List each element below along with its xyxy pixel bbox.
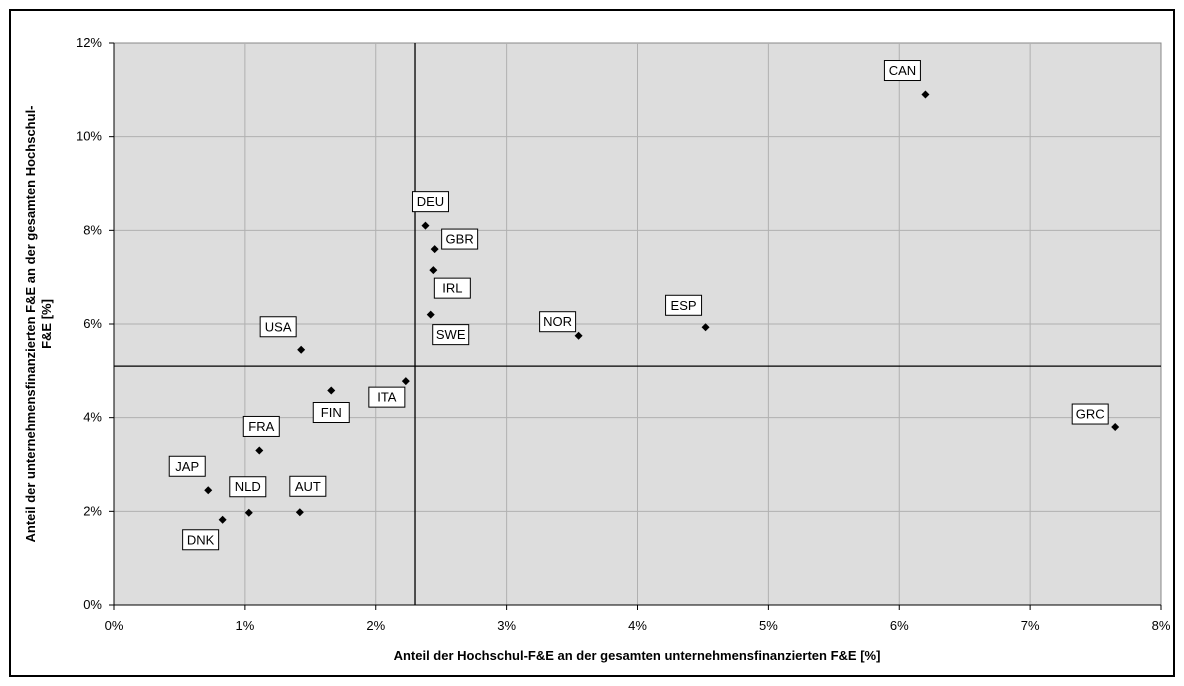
point-label-box [182, 529, 220, 551]
x-tick-label: 5% [759, 618, 778, 633]
reference-lines [114, 43, 1161, 605]
y-tick-label: 4% [83, 410, 102, 425]
data-point-dnk [218, 515, 227, 524]
x-tick-label: 3% [497, 618, 516, 633]
point-label-box [441, 228, 479, 250]
point-labels: CAN DEU GBR IRL SWE NOR ESP USA FIN ITA GRC FRA JAP N… [168, 60, 1109, 551]
point-label-box [665, 294, 703, 316]
y-tick-label: 8% [83, 222, 102, 237]
data-point-fin [327, 386, 336, 395]
point-label-jap: JAP [175, 459, 199, 474]
point-label-nld: NLD [235, 479, 261, 494]
y-axis-title-line1: Anteil der unternehmensfinanzierten F&E … [23, 105, 38, 542]
point-label-box [411, 191, 449, 213]
point-label-box [433, 277, 471, 299]
point-label-box [539, 311, 577, 333]
point-label-box [229, 476, 267, 498]
y-tick-label: 6% [83, 316, 102, 331]
point-label-ita: ITA [377, 390, 397, 405]
point-label-can: CAN [889, 63, 916, 78]
point-label-box [168, 455, 206, 477]
point-label-box [242, 415, 280, 437]
point-label-deu: DEU [417, 194, 444, 209]
point-label-box [1071, 403, 1109, 425]
x-tick-label: 6% [890, 618, 909, 633]
data-point-usa [297, 345, 306, 354]
x-tick-label: 0% [105, 618, 124, 633]
data-point-ita [401, 377, 410, 386]
point-label-box [368, 386, 406, 408]
point-label-aut: AUT [295, 479, 321, 494]
data-point-aut [295, 508, 304, 517]
data-point-nor [574, 331, 583, 340]
x-tick-label: 2% [366, 618, 385, 633]
scatter-chart: 0% 1% 2% 3% 4% 5% 6% 7% 8% 0% 2% 4% 6% 8% 10% 12% CAN DE… [23, 35, 1171, 663]
point-label-box [883, 60, 921, 82]
data-point-gbr [430, 245, 439, 254]
y-tick-label: 10% [76, 129, 102, 144]
data-point-deu [421, 221, 430, 230]
data-point-irl [429, 266, 438, 275]
y-tick-label: 0% [83, 597, 102, 612]
y-tick-label: 12% [76, 35, 102, 50]
point-label-box [259, 316, 297, 338]
point-label-fin: FIN [321, 405, 342, 420]
x-tick-label: 4% [628, 618, 647, 633]
x-axis-title: Anteil der Hochschul-F&E an der gesamten… [394, 648, 881, 663]
x-tick-label: 7% [1021, 618, 1040, 633]
y-axis-title-line2: F&E [%] [39, 299, 54, 349]
data-point-esp [701, 323, 710, 332]
point-label-usa: USA [265, 319, 292, 334]
point-label-nor: NOR [543, 314, 572, 329]
x-tick-label: 8% [1152, 618, 1171, 633]
point-label-grc: GRC [1076, 407, 1105, 422]
data-point-nld [244, 508, 253, 517]
axes: 0% 1% 2% 3% 4% 5% 6% 7% 8% 0% 2% 4% 6% 8% 10% 12% [76, 35, 1171, 633]
point-label-swe: SWE [436, 327, 466, 342]
data-point-jap [204, 486, 213, 495]
chart-frame: 0% 1% 2% 3% 4% 5% 6% 7% 8% 0% 2% 4% 6% 8% 10% 12% CAN DE… [9, 9, 1175, 677]
point-label-irl: IRL [442, 281, 462, 296]
x-tick-label: 1% [235, 618, 254, 633]
y-axis-title-group: Anteil der unternehmensfinanzierten F&E … [23, 105, 54, 542]
data-point-can [921, 90, 930, 99]
point-label-esp: ESP [671, 298, 697, 313]
point-label-dnk: DNK [187, 532, 215, 547]
data-points [204, 90, 1120, 524]
point-label-gbr: GBR [446, 232, 474, 247]
data-point-swe [426, 310, 435, 319]
point-label-fra: FRA [248, 419, 274, 434]
data-point-grc [1111, 423, 1120, 432]
point-label-box [312, 402, 350, 424]
y-tick-label: 2% [83, 503, 102, 518]
point-label-box [432, 324, 470, 346]
point-label-box [289, 475, 327, 497]
